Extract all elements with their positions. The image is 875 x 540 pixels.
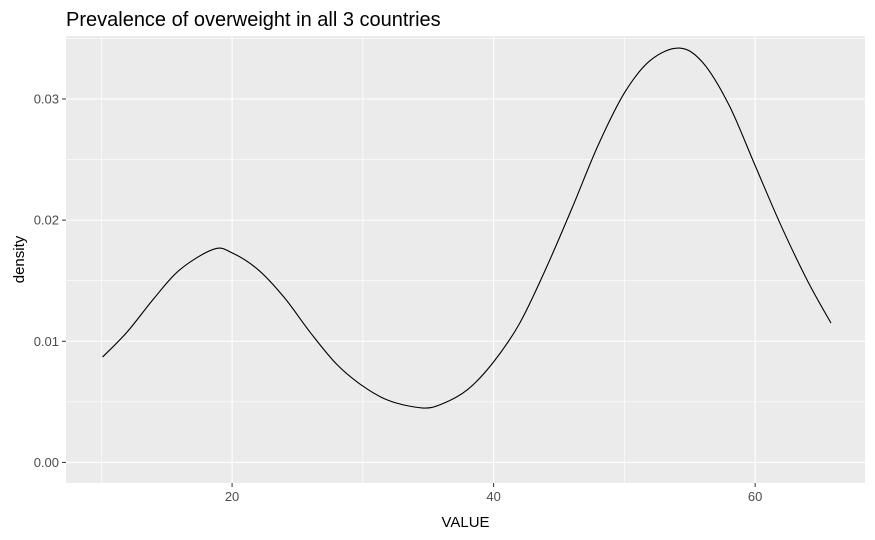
x-tick-label: 40	[486, 489, 500, 504]
y-tick-label: 0.01	[34, 334, 59, 349]
y-tick-label: 0.00	[34, 455, 59, 470]
x-axis-title: VALUE	[441, 514, 489, 531]
y-tick-label: 0.03	[34, 91, 59, 106]
y-tick-label: 0.02	[34, 213, 59, 228]
density-curve	[102, 47, 832, 409]
major-grid	[66, 36, 865, 483]
chart-title: Prevalence of overweight in all 3 countr…	[66, 9, 441, 31]
y-axis-title: density	[11, 235, 28, 283]
x-tick-label: 20	[225, 489, 239, 504]
plot-panel	[66, 36, 865, 483]
x-axis: 20 40 60	[225, 483, 762, 504]
y-axis: 0.00 0.01 0.02 0.03	[34, 91, 66, 470]
x-tick-label: 60	[748, 489, 762, 504]
minor-grid	[66, 36, 865, 483]
